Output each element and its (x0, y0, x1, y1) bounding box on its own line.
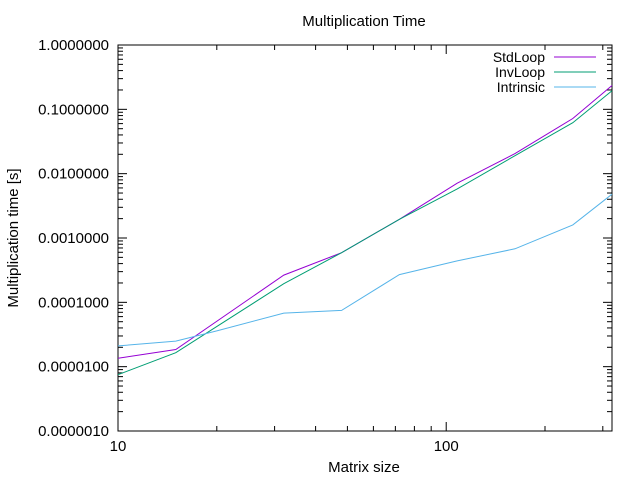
y-axis-ticks: 0.0000010 0.0000100 0.0001000 0.0010000 0.01… (38, 37, 612, 440)
plot-frame (117, 44, 613, 432)
legend-label-stdloop: StdLoop (493, 49, 545, 65)
y-tick-label: 0.0001000 (38, 294, 109, 311)
series-layer (117, 85, 613, 376)
x-tick-label: 100 (434, 438, 459, 455)
x-axis-label: Matrix size (328, 459, 400, 476)
chart-title: Multiplication Time (302, 13, 425, 30)
x-axis-ticks: 10 100 (110, 45, 604, 455)
series-line-intrinsic (117, 193, 613, 347)
y-tick-label: 0.0100000 (38, 166, 109, 183)
x-tick-label: 10 (110, 438, 127, 455)
series-line-stdloop (117, 85, 613, 359)
y-tick-label: 0.0000010 (38, 423, 109, 440)
y-tick-label: 1.0000000 (38, 37, 109, 54)
y-tick-label: 0.0010000 (38, 230, 109, 247)
legend-label-invloop: InvLoop (495, 64, 545, 80)
plot-area (117, 44, 613, 432)
y-axis-label: Multiplication time [s] (5, 168, 22, 307)
y-tick-label: 0.1000000 (38, 101, 109, 118)
y-tick-label: 0.0000100 (38, 359, 109, 376)
series-line-invloop (117, 90, 613, 376)
legend-label-intrinsic: Intrinsic (497, 79, 545, 95)
